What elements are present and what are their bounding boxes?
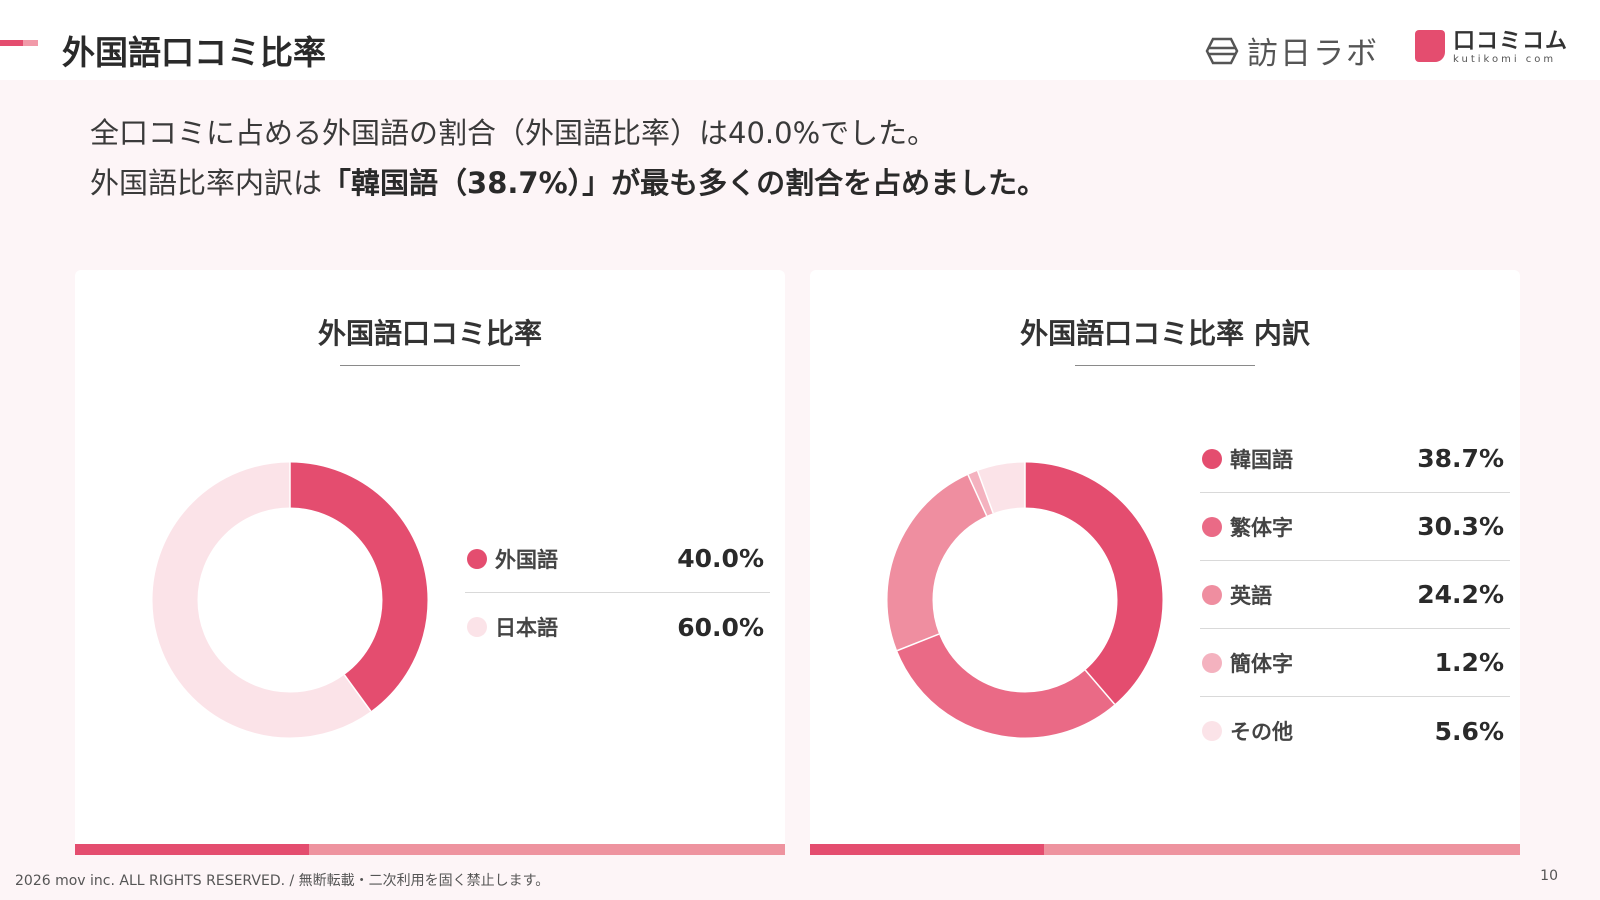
legend-label: その他 [1230,720,1293,744]
donut-slice-separator [896,633,940,652]
foreign-breakdown-donut-chart [887,462,1163,738]
summary-line-1: 全口コミに占める外国語の割合（外国語比率）は40.0%でした。 [90,116,937,150]
legend-item: 外国語 40.0% [465,525,770,593]
houmon-lab-logo-text: 訪日ラボ [1247,36,1379,72]
title-underline [340,365,520,366]
header-bar: 外国語口コミ比率 訪日ラボ 口コミコム kutikomi com [0,0,1600,80]
legend-swatch-icon [1202,516,1222,537]
legend-label: 英語 [1230,583,1272,608]
foreign-breakdown-legend: 韓国語 38.7% 繁体字 30.3% 英語 24.2% 簡体字 1.2% その他 5.6% [1200,425,1510,765]
legend-swatch-icon [467,548,487,569]
houmon-lab-logo-icon [1205,37,1239,64]
summary-line-2-highlight: 「韓国語（38.7%）」が最も多くの割合を占めました。 [322,166,1047,200]
legend-value: 30.3% [1417,512,1504,541]
legend-value: 40.0% [677,544,764,573]
legend-value: 24.2% [1417,580,1504,609]
legend-item: 繁体字 30.3% [1200,493,1510,561]
legend-value: 1.2% [1434,648,1504,677]
legend-swatch-icon [1202,448,1222,469]
legend-label: 韓国語 [1230,447,1293,472]
header-accent-mark [0,40,38,46]
legend-label: 繁体字 [1230,515,1293,540]
summary-line-2: 外国語比率内訳は「韓国語（38.7%）」が最も多くの割合を占めました。 [90,158,1046,208]
legend-swatch-icon [467,617,487,637]
copyright-footer: 2026 mov inc. ALL RIGHTS RESERVED. / 無断転… [15,873,550,889]
card-bottom-bar [75,844,785,855]
foreign-ratio-card: 外国語口コミ比率 外国語 40.0% 日本語 60.0% [75,270,785,855]
kuchikomi-com-logo-name: 口コミコム [1453,29,1569,54]
legend-item: 韓国語 38.7% [1200,425,1510,493]
page-title: 外国語口コミ比率 [62,33,326,72]
legend-swatch-icon [1202,652,1222,673]
donut-slice-separator [967,474,988,517]
kuchikomi-com-logo-icon [1415,30,1445,62]
donut-slice-separator [343,674,372,712]
legend-item: 簡体字 1.2% [1200,629,1510,697]
kuchikomi-com-logo-url: kutikomi com [1453,54,1557,65]
donut-slice-3 [887,462,1163,738]
summary-text: 全口コミに占める外国語の割合（外国語比率）は40.0%でした。 外国語比率内訳は… [90,108,1046,208]
card-bottom-bar [810,844,1520,855]
foreign-ratio-legend: 外国語 40.0% 日本語 60.0% [465,525,770,661]
legend-item: 英語 24.2% [1200,561,1510,629]
legend-value: 38.7% [1417,444,1504,473]
summary-line-2-prefix: 外国語比率内訳は [90,166,323,200]
legend-label: 日本語 [495,616,558,640]
title-underline [1075,365,1255,366]
legend-label: 簡体字 [1230,651,1293,676]
donut-slice-2 [887,462,1163,738]
page-number: 10 [1540,868,1558,884]
legend-swatch-icon [1202,721,1222,741]
legend-item: その他 5.6% [1200,697,1510,765]
kuchikomi-com-logo: 口コミコム kutikomi com [1415,30,1568,65]
legend-item: 日本語 60.0% [465,593,770,661]
foreign-breakdown-chart-title: 外国語口コミ比率 内訳 [1020,317,1310,350]
foreign-breakdown-card: 外国語口コミ比率 内訳 韓国語 38.7% 繁体字 30.3% 英語 24.2% 簡体字 1.… [810,270,1520,855]
donut-slice-separator [1084,669,1116,705]
houmon-lab-logo: 訪日ラボ [1205,28,1379,73]
donut-slice-separator [976,470,994,514]
legend-label: 外国語 [495,547,558,572]
legend-value: 60.0% [677,612,764,642]
legend-value: 5.6% [1434,716,1504,746]
foreign-ratio-chart-title: 外国語口コミ比率 [317,317,542,350]
legend-swatch-icon [1202,584,1222,605]
foreign-ratio-donut-chart [152,462,428,738]
